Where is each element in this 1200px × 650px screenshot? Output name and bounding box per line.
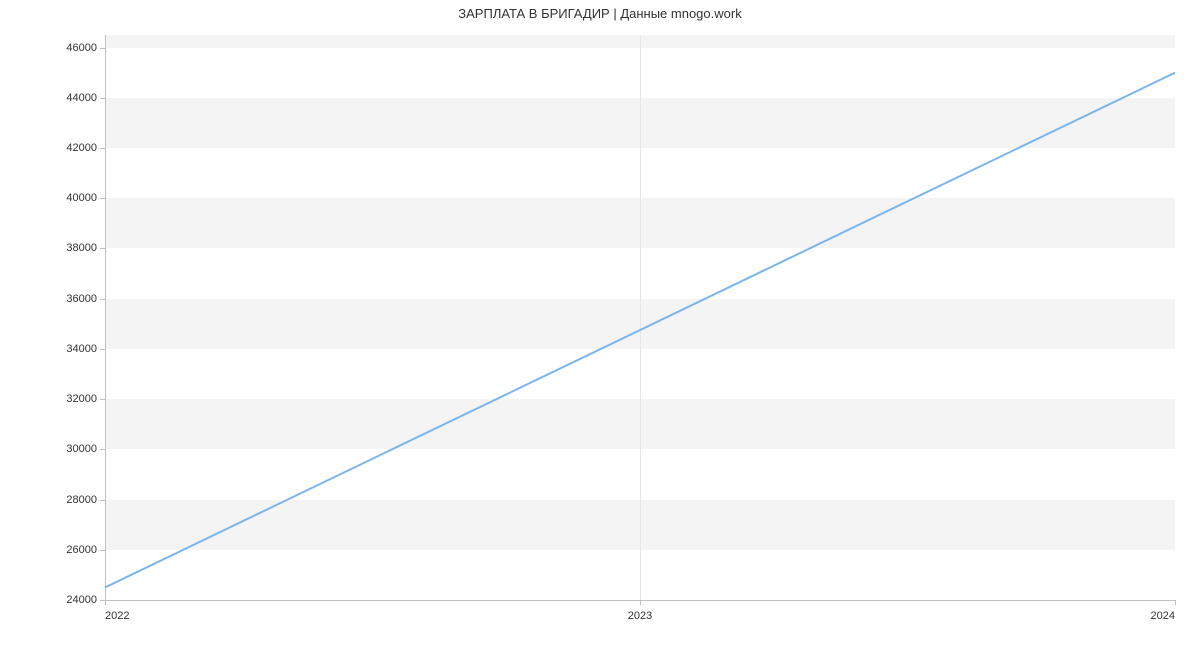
y-tick-label: 38000 xyxy=(66,242,97,254)
plot-area: 2400026000280003000032000340003600038000… xyxy=(105,35,1175,600)
x-tick-label: 2024 xyxy=(1151,610,1175,622)
x-tick-mark xyxy=(640,600,641,605)
salary-chart: ЗАРПЛАТА В БРИГАДИР | Данные mnogo.work … xyxy=(0,0,1200,650)
series-line xyxy=(105,73,1175,588)
y-tick-label: 24000 xyxy=(66,594,97,606)
y-tick-label: 34000 xyxy=(66,343,97,355)
y-tick-label: 30000 xyxy=(66,443,97,455)
line-layer xyxy=(105,35,1175,600)
x-tick-label: 2023 xyxy=(628,610,652,622)
y-tick-label: 46000 xyxy=(66,42,97,54)
x-tick-mark xyxy=(105,600,106,605)
x-tick-label: 2022 xyxy=(105,610,129,622)
y-tick-label: 40000 xyxy=(66,192,97,204)
x-tick-mark xyxy=(1175,600,1176,605)
chart-title: ЗАРПЛАТА В БРИГАДИР | Данные mnogo.work xyxy=(0,6,1200,21)
y-tick-label: 28000 xyxy=(66,494,97,506)
y-tick-label: 26000 xyxy=(66,544,97,556)
y-tick-label: 44000 xyxy=(66,92,97,104)
y-tick-label: 36000 xyxy=(66,293,97,305)
y-tick-label: 32000 xyxy=(66,393,97,405)
y-tick-label: 42000 xyxy=(66,142,97,154)
